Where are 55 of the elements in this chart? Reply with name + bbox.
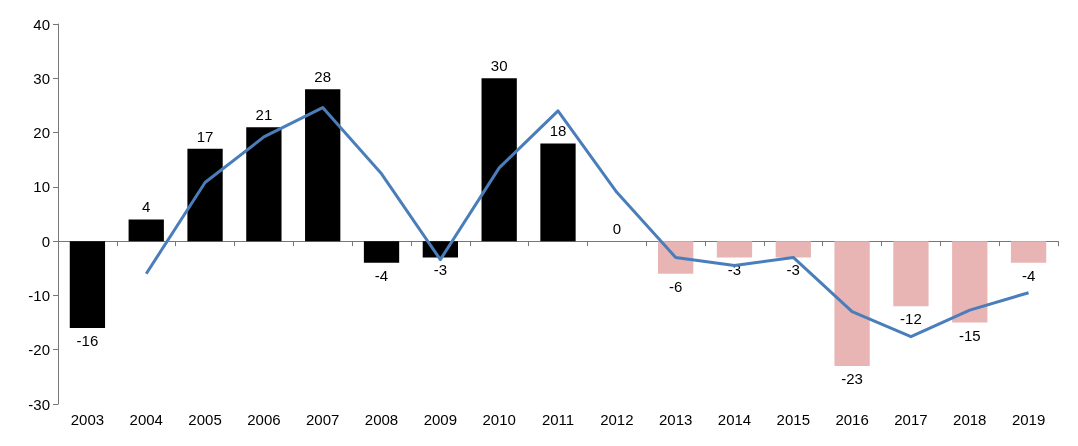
y-tick-label: 10	[33, 178, 50, 196]
bar	[716, 241, 753, 258]
data-label: -3	[786, 261, 800, 279]
x-tick-label: 2005	[188, 411, 222, 428]
x-tick-label: 2009	[423, 411, 458, 428]
x-tick-label: 2007	[306, 411, 340, 428]
x-tick-label: 2004	[129, 411, 163, 428]
data-label: 4	[142, 198, 151, 216]
data-label: 30	[490, 57, 508, 75]
y-tick-label: 0	[41, 232, 50, 250]
x-tick-label: 2017	[894, 411, 928, 428]
bar	[481, 78, 517, 242]
data-label: -4	[374, 266, 389, 284]
x-tick-label: 2012	[600, 411, 634, 428]
y-tick-label: 40	[33, 15, 50, 33]
y-tick-label: -20	[28, 341, 50, 359]
data-label: -15	[958, 326, 981, 344]
x-tick-label: 2016	[835, 411, 869, 428]
data-label: -16	[76, 332, 99, 349]
bar	[893, 241, 929, 307]
data-label: 0	[612, 220, 621, 238]
x-tick-label: 2015	[776, 411, 810, 428]
x-tick-label: 2003	[70, 411, 105, 428]
x-tick-label: 2011	[541, 411, 575, 428]
bar	[363, 241, 400, 263]
data-label: 28	[314, 68, 332, 86]
bar	[834, 241, 870, 366]
x-tick-label: 2010	[482, 411, 516, 428]
x-tick-label: 2013	[658, 411, 693, 428]
bar	[246, 127, 282, 242]
bar	[775, 241, 811, 258]
x-tick-label: 2008	[364, 411, 399, 428]
bar	[69, 241, 106, 328]
bar	[128, 219, 164, 242]
bar	[1010, 241, 1047, 263]
y-tick-label: -30	[28, 395, 50, 413]
data-label: 21	[255, 106, 273, 124]
bar	[305, 89, 341, 242]
bar	[952, 241, 988, 323]
bar	[540, 143, 576, 242]
data-label: -23	[841, 370, 863, 387]
data-label: -12	[900, 310, 922, 328]
data-label: -6	[668, 277, 683, 295]
data-label: -3	[433, 261, 448, 279]
y-tick-label: 20	[33, 124, 50, 142]
data-label: 17	[196, 127, 214, 145]
x-tick-label: 2019	[1011, 411, 1046, 428]
x-tick-label: 2018	[953, 411, 987, 428]
data-label: -4	[1021, 266, 1036, 284]
data-label: 18	[549, 122, 567, 140]
y-tick-label: -10	[28, 286, 50, 304]
x-tick-label: 2006	[247, 411, 281, 428]
y-tick-label: 30	[33, 69, 50, 87]
x-tick-label: 2014	[717, 411, 752, 428]
bar	[187, 148, 223, 242]
